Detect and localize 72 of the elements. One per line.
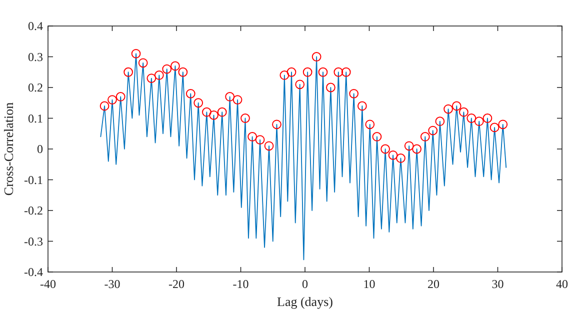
point [444,104,453,114]
point [116,92,126,102]
point [357,101,367,111]
point [466,114,476,123]
x-tick-label: 40 [556,277,568,291]
point [225,92,235,102]
y-axis-title: Cross-Correlation [1,102,16,196]
point [318,67,328,77]
x-tick-label: -40 [40,277,56,291]
y-tick-label: -0.4 [24,265,43,279]
point [162,64,172,74]
point [272,120,282,130]
y-tick-label: 0.3 [28,50,43,64]
point [396,154,406,163]
x-tick-label: 10 [363,277,376,291]
point [131,48,141,58]
x-tick-label: 20 [428,277,440,291]
point [209,110,218,120]
y-tick-label: -0.3 [24,234,43,248]
point [186,88,196,98]
point [232,95,242,104]
y-tick-label: 0.1 [28,111,43,126]
point [286,67,296,77]
point [428,126,438,136]
point [240,114,250,123]
x-tick-label: 30 [492,277,504,291]
y-tick-label: 0 [37,142,43,156]
point [312,52,322,62]
point [420,132,430,142]
point [326,82,336,92]
point [482,114,492,123]
point [264,141,274,151]
point [490,122,500,132]
point [100,101,110,111]
point [459,107,468,117]
y-tick-label: -0.1 [24,172,43,187]
point [334,67,344,77]
point [365,120,375,130]
point [435,116,445,126]
point [108,95,117,104]
point [248,132,258,142]
point [302,67,312,77]
x-tick-label: -20 [168,277,184,291]
point [372,132,382,142]
point [170,61,180,71]
point [452,101,462,111]
point [474,116,484,126]
point [146,74,156,83]
point [194,98,204,108]
point [154,70,164,80]
point [412,144,422,154]
x-tick-label: -10 [232,277,249,291]
x-tick-label: -30 [104,277,120,291]
point [138,58,148,68]
point [380,144,390,154]
point [341,67,351,77]
point [255,135,265,144]
point [404,141,414,151]
y-tick-label: 0.2 [28,80,43,94]
point [388,150,398,160]
point [498,120,508,130]
point [295,80,305,90]
y-tick-label: -0.2 [24,204,43,218]
x-tick-label: 0 [302,277,308,291]
point [280,70,290,80]
point [202,107,212,117]
point [217,107,227,117]
y-tick-label: 0.4 [28,19,43,33]
point [178,67,188,77]
point [124,67,134,77]
point [349,88,359,98]
x-axis-title: Lag (days) [277,294,333,309]
